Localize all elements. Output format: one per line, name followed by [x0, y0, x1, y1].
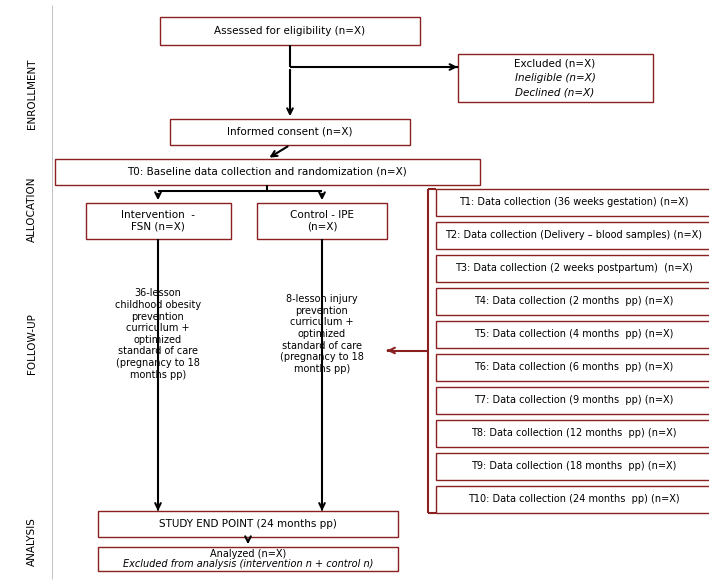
FancyBboxPatch shape	[86, 203, 230, 239]
Text: STUDY END POINT (24 months pp): STUDY END POINT (24 months pp)	[159, 519, 337, 529]
FancyBboxPatch shape	[436, 255, 709, 281]
Text: T9: Data collection (18 months  pp) (n=X): T9: Data collection (18 months pp) (n=X)	[471, 461, 676, 471]
FancyBboxPatch shape	[436, 287, 709, 315]
FancyBboxPatch shape	[436, 353, 709, 381]
FancyBboxPatch shape	[436, 387, 709, 413]
FancyBboxPatch shape	[436, 453, 709, 479]
FancyBboxPatch shape	[436, 221, 709, 249]
Text: FOLLOW-UP: FOLLOW-UP	[27, 314, 37, 374]
FancyBboxPatch shape	[457, 54, 652, 102]
FancyBboxPatch shape	[257, 203, 387, 239]
FancyBboxPatch shape	[436, 419, 709, 447]
Text: Analyzed (n=X): Analyzed (n=X)	[210, 549, 286, 559]
FancyBboxPatch shape	[98, 511, 398, 537]
Text: Excluded (n=X): Excluded (n=X)	[514, 58, 596, 68]
FancyBboxPatch shape	[436, 189, 709, 215]
Text: Informed consent (n=X): Informed consent (n=X)	[228, 127, 353, 137]
FancyBboxPatch shape	[436, 485, 709, 513]
Text: T8: Data collection (12 months  pp) (n=X): T8: Data collection (12 months pp) (n=X)	[471, 428, 677, 438]
Text: T4: Data collection (2 months  pp) (n=X): T4: Data collection (2 months pp) (n=X)	[474, 296, 674, 306]
Text: ANALYSIS: ANALYSIS	[27, 517, 37, 566]
FancyBboxPatch shape	[98, 547, 398, 571]
Text: T3: Data collection (2 weeks postpartum)  (n=X): T3: Data collection (2 weeks postpartum)…	[455, 263, 693, 273]
Text: T1: Data collection (36 weeks gestation) (n=X): T1: Data collection (36 weeks gestation)…	[459, 197, 688, 207]
Text: Assessed for eligibility (n=X): Assessed for eligibility (n=X)	[214, 26, 366, 36]
Text: Declined (n=X): Declined (n=X)	[515, 88, 595, 98]
Text: T0: Baseline data collection and randomization (n=X): T0: Baseline data collection and randomi…	[127, 167, 407, 177]
Text: T2: Data collection (Delivery – blood samples) (n=X): T2: Data collection (Delivery – blood sa…	[445, 230, 703, 240]
FancyBboxPatch shape	[436, 321, 709, 347]
Text: T6: Data collection (6 months  pp) (n=X): T6: Data collection (6 months pp) (n=X)	[474, 362, 674, 372]
FancyBboxPatch shape	[160, 17, 420, 45]
Text: ENROLLMENT: ENROLLMENT	[27, 59, 37, 129]
Text: Control - IPE
(n=X): Control - IPE (n=X)	[290, 210, 354, 232]
Text: Ineligible (n=X): Ineligible (n=X)	[515, 73, 596, 83]
FancyBboxPatch shape	[170, 119, 410, 145]
Text: Excluded from analysis (intervention n + control n): Excluded from analysis (intervention n +…	[123, 559, 373, 569]
Text: Intervention  -
FSN (n=X): Intervention - FSN (n=X)	[121, 210, 195, 232]
Text: T10: Data collection (24 months  pp) (n=X): T10: Data collection (24 months pp) (n=X…	[468, 494, 680, 504]
Text: 36-lesson
childhood obesity
prevention
curriculum +
optimized
standard of care
(: 36-lesson childhood obesity prevention c…	[115, 288, 201, 380]
Text: T5: Data collection (4 months  pp) (n=X): T5: Data collection (4 months pp) (n=X)	[474, 329, 674, 339]
Text: T7: Data collection (9 months  pp) (n=X): T7: Data collection (9 months pp) (n=X)	[474, 395, 674, 405]
Text: 8-lesson injury
prevention
curriculum +
optimized
standard of care
(pregnancy to: 8-lesson injury prevention curriculum + …	[280, 294, 364, 374]
Text: ALLOCATION: ALLOCATION	[27, 176, 37, 242]
FancyBboxPatch shape	[55, 159, 479, 185]
